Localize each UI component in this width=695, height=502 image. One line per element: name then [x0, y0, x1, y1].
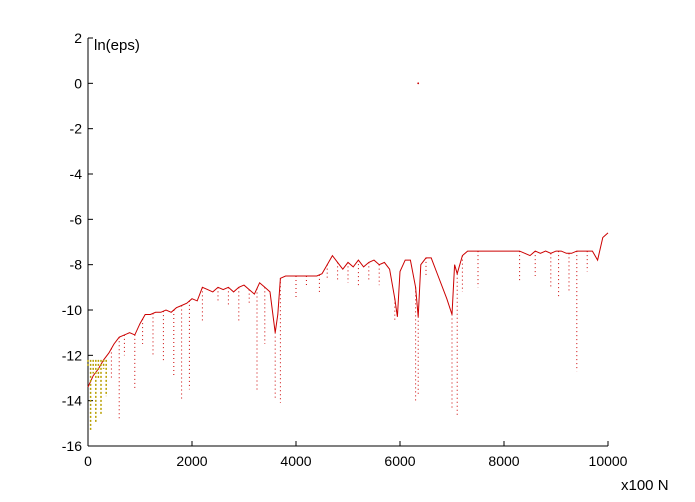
y-tick-label: -16 [62, 438, 82, 454]
y-tick-label: -8 [70, 257, 83, 273]
y-tick-label: -12 [62, 347, 82, 363]
x-tick-label: 10000 [589, 453, 628, 469]
x-axis-label: x100 N [621, 477, 669, 494]
y-tick-label: -10 [62, 302, 82, 318]
axes [87, 38, 608, 447]
y-ticks: 2 0 -2 -4 -6 -8 -10 -12 -14 -16 [62, 30, 93, 454]
outlier-point [417, 82, 420, 85]
y-tick-label: -2 [70, 121, 83, 137]
x-tick-label: 2000 [176, 453, 207, 469]
x-ticks: 0 2000 4000 6000 8000 10000 [84, 441, 628, 469]
y-tick-label: -6 [70, 211, 83, 227]
y-tick-label: 2 [74, 30, 82, 46]
y-tick-label: -14 [62, 393, 82, 409]
x-tick-label: 0 [84, 453, 92, 469]
y-axis-label: ln(eps) [94, 37, 140, 54]
x-tick-label: 4000 [280, 453, 311, 469]
y-tick-label: 0 [74, 75, 82, 91]
series-line [87, 232, 609, 388]
plot-area [87, 82, 609, 431]
x-tick-label: 6000 [384, 453, 415, 469]
y-tick-label: -4 [70, 166, 83, 182]
x-tick-label: 8000 [488, 453, 519, 469]
